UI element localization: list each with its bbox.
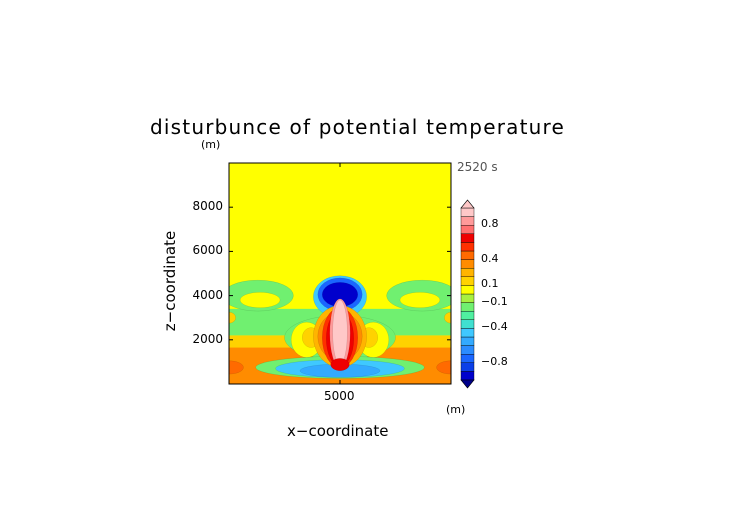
colorbar-swatch-0 [460,371,475,381]
colorbar-swatch-15 [460,242,475,252]
colorbar-swatch-5 [460,328,475,338]
colorbar-swatch-4 [460,336,475,346]
y-tick-label: 6000 [192,243,223,258]
colorbar-swatch-1 [460,362,475,372]
colorbar-swatch-3 [460,345,475,355]
colorbar-label: −0.4 [481,320,508,334]
x-axis-label: x−coordinate [287,422,389,440]
y-tick-label: 4000 [192,287,223,302]
colorbar-swatch-13 [460,259,475,269]
contour-region-10 [399,292,441,309]
colorbar-swatch-7 [460,311,475,321]
time-label: 2520 s [457,160,498,174]
contour-region-3 [436,360,451,375]
y-tick-label: 2000 [192,331,223,346]
colorbar-swatch-12 [460,268,475,278]
x-axis-unit: (m) [446,403,466,416]
colorbar-swatch-11 [460,276,475,286]
colorbar [460,199,475,389]
colorbar-swatch-16 [460,233,475,243]
colorbar-swatch-14 [460,250,475,260]
colorbar-extend-bottom [460,379,475,389]
colorbar-extend-top [460,199,475,209]
chart-title: disturbunce of potential temperature [150,115,565,139]
contour-region-9 [239,292,281,309]
colorbar-swatch-8 [460,302,475,312]
colorbar-label: −0.8 [481,354,508,368]
colorbar-swatch-18 [460,216,475,226]
y-tick-label: 8000 [192,199,223,214]
contour-region-7 [229,311,236,324]
contour-region-27 [332,299,348,365]
x-tick-label: 5000 [324,389,355,403]
axes [229,163,451,384]
contour-region-28 [330,358,350,371]
colorbar-swatch-9 [460,293,475,303]
colorbar-label: −0.1 [481,294,508,308]
contour-field [229,163,451,384]
colorbar-swatch-2 [460,354,475,364]
y-axis-unit: (m) [201,138,221,151]
colorbar-label: 0.1 [481,277,499,291]
colorbar-label: 0.4 [481,251,499,265]
colorbar-swatch-19 [460,207,475,217]
colorbar-swatch-6 [460,319,475,329]
colorbar-swatch-10 [460,285,475,295]
colorbar-swatch-17 [460,224,475,234]
colorbar-label: 0.8 [481,217,499,231]
